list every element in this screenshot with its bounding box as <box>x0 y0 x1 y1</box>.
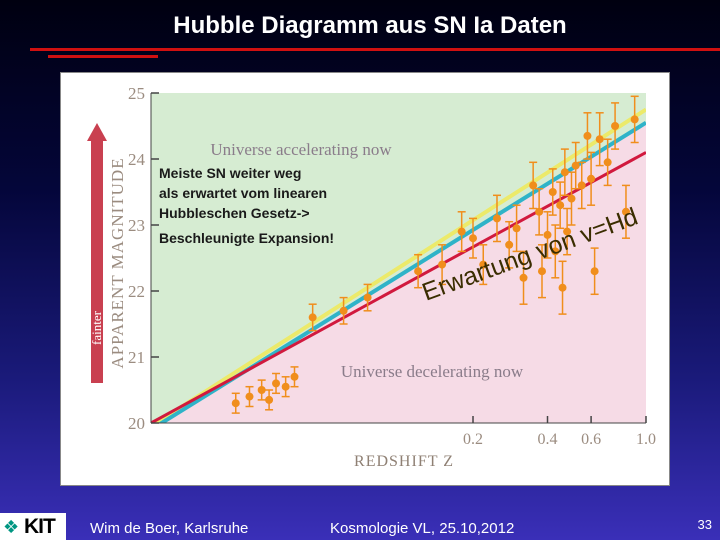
data-point <box>308 313 317 322</box>
data-point <box>281 382 290 391</box>
data-point <box>621 207 630 216</box>
data-point <box>272 379 281 388</box>
note-line-1: Meiste SN weiter weg <box>159 165 301 181</box>
explanation-note: Meiste SN weiter weg als erwartet vom li… <box>159 165 334 246</box>
kit-logo: ❖ KIT <box>0 513 66 540</box>
data-point <box>567 194 576 203</box>
fainter-arrow-head <box>87 123 107 141</box>
note-line-2: als erwartet vom linearen <box>159 185 327 201</box>
line-linear-hubble <box>151 151 646 423</box>
data-point <box>438 260 447 269</box>
data-point <box>257 386 266 394</box>
data-point <box>457 227 466 236</box>
y-tick-label: 22 <box>128 282 145 301</box>
data-point <box>595 135 604 144</box>
data-point <box>556 201 565 210</box>
data-point <box>492 214 501 223</box>
accelerating-region <box>151 93 646 423</box>
decelerating-region <box>151 122 646 423</box>
data-point <box>519 273 528 282</box>
x-tick-label: 0.6 <box>581 431 601 448</box>
data-point <box>551 247 560 256</box>
slide-footer: ❖ KIT Wim de Boer, Karlsruhe Kosmologie … <box>0 512 720 540</box>
data-point <box>535 207 544 216</box>
data-point <box>245 392 254 401</box>
slide-title: Hubble Diagramm aus SN Ia Daten <box>173 12 567 39</box>
data-point <box>505 240 514 249</box>
data-point <box>512 224 521 233</box>
accelerating-label: Universe accelerating now <box>210 140 392 159</box>
data-point <box>290 372 299 381</box>
line-boundary-upper <box>152 107 646 423</box>
data-point <box>560 168 569 177</box>
x-axis-label: REDSHIFT Z <box>354 453 454 470</box>
hubble-diagram-chart: 20 21 22 23 24 25 0.2 0.4 0.6 1.0 APPARENT MAGNI… <box>87 84 656 470</box>
kit-logo-symbol-icon: ❖ <box>3 517 20 538</box>
fainter-label: fainter <box>89 310 104 345</box>
data-point <box>563 227 572 236</box>
y-tick-label: 25 <box>128 84 145 103</box>
y-tick-label: 20 <box>128 414 145 433</box>
data-point <box>529 181 538 190</box>
data-point <box>537 267 546 276</box>
title-underline <box>30 48 720 51</box>
x-tick-label: 0.4 <box>538 431 558 448</box>
data-point <box>265 395 274 404</box>
note-line-3: Hubbleschen Gesetz-> <box>159 205 310 221</box>
hubble-diagram-figure: 20 21 22 23 24 25 0.2 0.4 0.6 1.0 APPARENT MAGNI… <box>60 72 670 486</box>
x-tick-label: 0.2 <box>463 431 483 448</box>
data-point <box>469 234 478 243</box>
y-tick-label: 23 <box>128 216 145 235</box>
note-line-4: Beschleunigte Expansion! <box>159 230 334 246</box>
y-tick-label: 21 <box>128 348 145 367</box>
data-point <box>577 181 586 190</box>
page-number: 33 <box>697 517 712 532</box>
footer-author: Wim de Boer, Karlsruhe <box>90 520 249 537</box>
data-point <box>479 260 488 269</box>
data-point <box>611 122 620 130</box>
data-point <box>583 131 592 140</box>
data-point <box>630 115 639 124</box>
data-point <box>590 267 599 276</box>
data-point <box>231 399 240 408</box>
data-point <box>603 158 612 167</box>
data-point <box>339 306 348 315</box>
footer-course: Kosmologie VL, 25.10,2012 <box>330 520 515 537</box>
title-underline-accent <box>48 55 158 58</box>
y-tick-label: 24 <box>128 150 146 169</box>
data-point <box>548 188 557 196</box>
kit-logo-text: KIT <box>24 515 56 538</box>
y-axis-label: APPARENT MAGNITUDE <box>108 157 127 368</box>
decelerating-label: Universe decelerating now <box>341 362 524 381</box>
fainter-arrow-bar <box>91 138 103 383</box>
data-point <box>558 283 567 292</box>
data-point <box>571 161 580 170</box>
data-point <box>543 230 552 239</box>
data-point <box>363 293 372 302</box>
data-point <box>587 174 596 183</box>
x-tick-label: 1.0 <box>636 431 656 448</box>
data-point <box>414 267 423 276</box>
